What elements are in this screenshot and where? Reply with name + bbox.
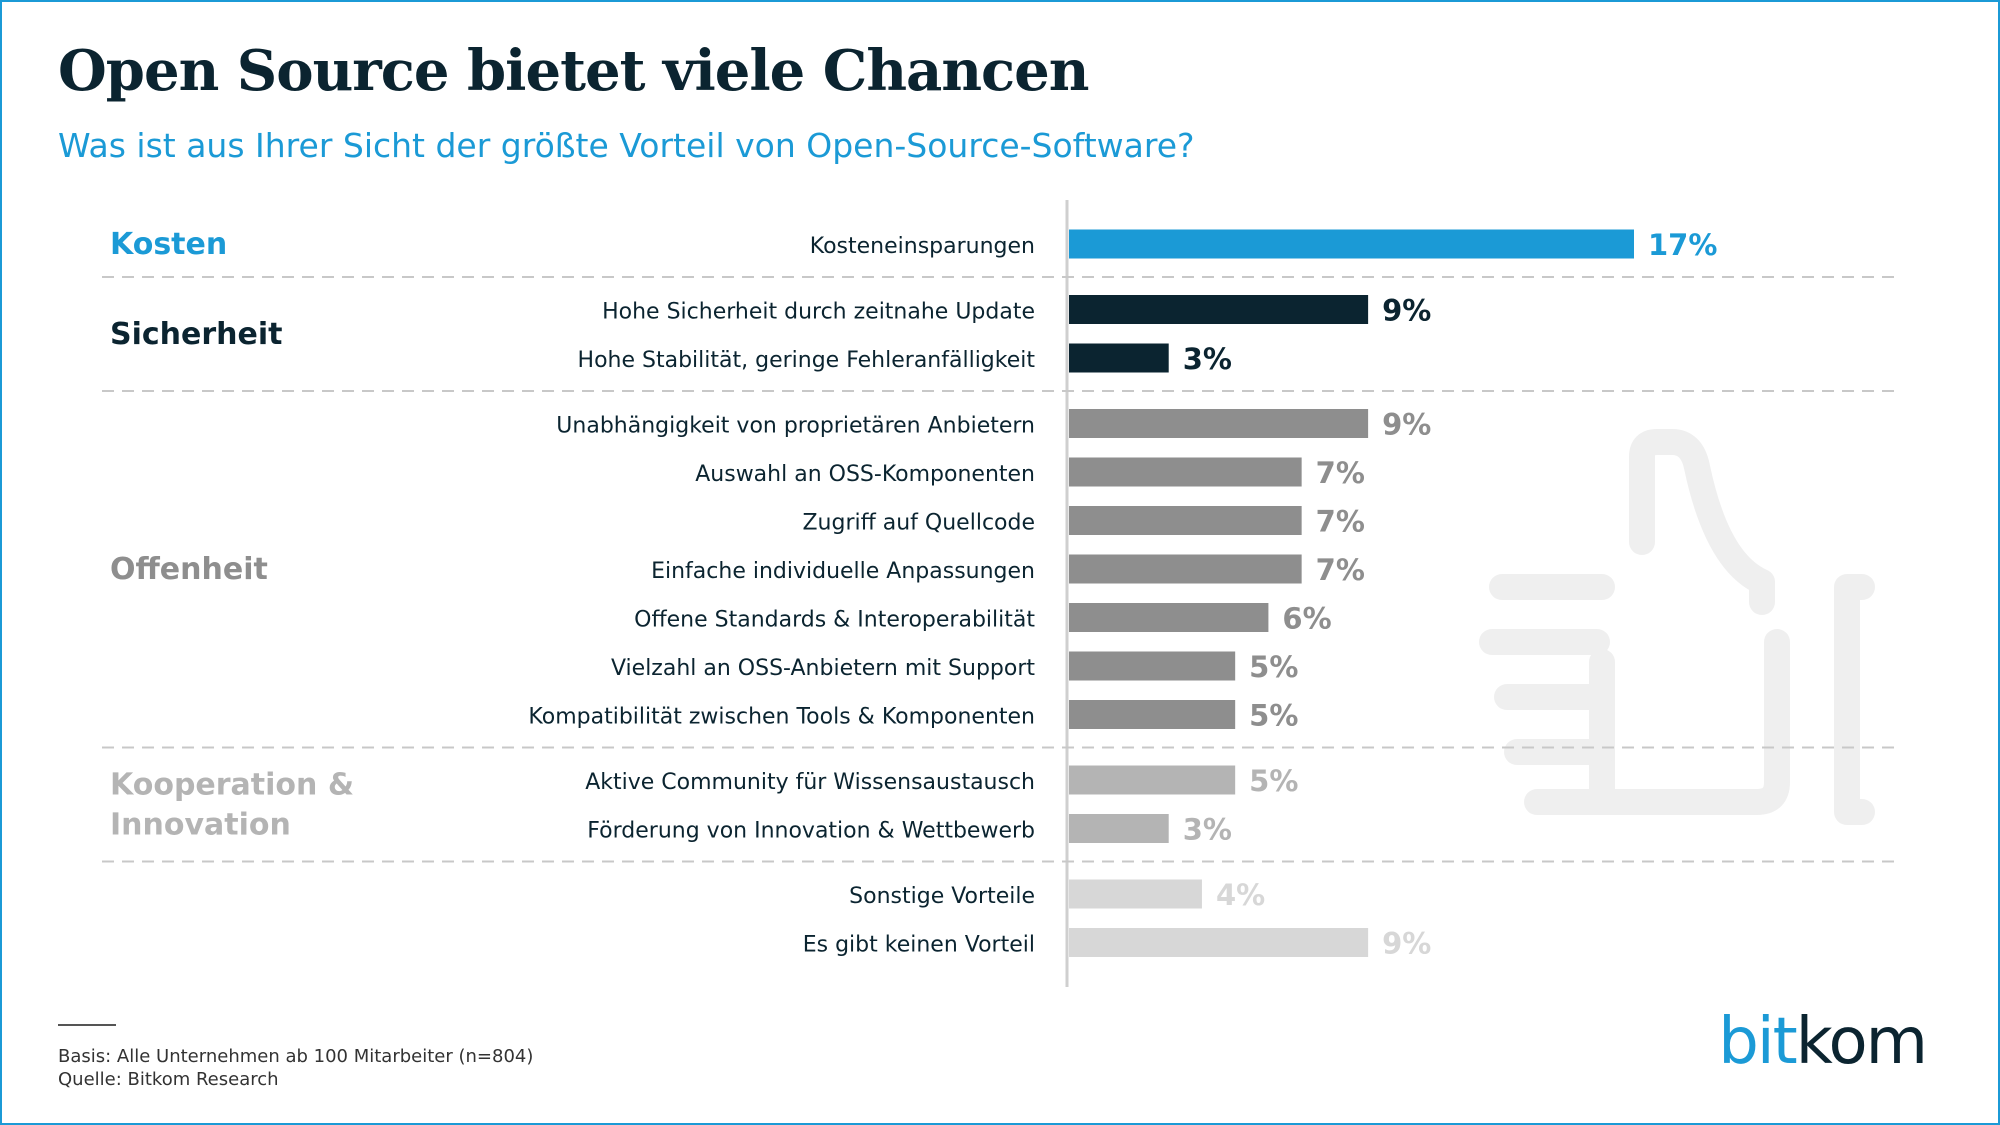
bar <box>1069 554 1302 584</box>
bar-value-label: 5% <box>1249 699 1298 733</box>
bar-chart: Kosteneinsparungen 17% Kosten Hohe Sicherhe… <box>102 200 1900 987</box>
group-label: Sicherheit <box>110 317 283 352</box>
bitkom-logo: bitkom <box>1718 1010 1928 1074</box>
bar-value-label: 7% <box>1316 505 1365 539</box>
bar <box>1069 651 1236 681</box>
bar-label: Kompatibilität zwischen Tools & Komponen… <box>528 705 1035 730</box>
page-title: Open Source bietet viele Chancen <box>58 38 1089 104</box>
group-label: Kooperation & <box>110 767 354 802</box>
bar-value-label: 17% <box>1648 228 1717 262</box>
bar-label: Förderung von Innovation & Wettbewerb <box>587 819 1035 844</box>
footer-divider <box>58 1024 116 1026</box>
bar <box>1069 814 1169 843</box>
bar <box>1069 700 1236 729</box>
bar-label: Auswahl an OSS-Komponenten <box>695 462 1035 487</box>
bar <box>1069 457 1302 487</box>
group-label: Kosten <box>110 227 227 262</box>
bar-value-label: 5% <box>1249 650 1298 684</box>
bar-label: Einfache individuelle Anpassungen <box>651 559 1035 584</box>
bar-value-label: 6% <box>1282 602 1331 636</box>
footer-source: Quelle: Bitkom Research <box>58 1069 279 1090</box>
bar <box>1069 928 1369 957</box>
bar <box>1069 295 1369 324</box>
bar-label: Zugriff auf Quellcode <box>802 511 1035 536</box>
bar-label: Hohe Sicherheit durch zeitnahe Update <box>602 300 1035 325</box>
logo-part-kom: kom <box>1795 1005 1928 1079</box>
bar-label: Kosteneinsparungen <box>810 234 1035 259</box>
bar-label: Hohe Stabilität, geringe Fehleranfälligk… <box>578 348 1036 373</box>
group-label: Innovation <box>110 807 291 842</box>
page-subtitle: Was ist aus Ihrer Sicht der größte Vorte… <box>58 126 1195 165</box>
bar-value-label: 3% <box>1183 342 1232 376</box>
footer-basis: Basis: Alle Unternehmen ab 100 Mitarbeit… <box>58 1046 534 1067</box>
bar-value-label: 3% <box>1183 813 1232 847</box>
bar-label: Offene Standards & Interoperabilität <box>634 608 1035 633</box>
bar-value-label: 7% <box>1316 456 1365 490</box>
bar-value-label: 5% <box>1249 764 1298 798</box>
bar <box>1069 229 1634 259</box>
bar <box>1069 506 1302 535</box>
bar-label: Es gibt keinen Vorteil <box>803 933 1035 958</box>
bar-label: Vielzahl an OSS-Anbietern mit Support <box>611 656 1035 681</box>
bar-label: Sonstige Vorteile <box>849 884 1035 909</box>
logo-part-bit: bit <box>1718 1005 1797 1079</box>
bar <box>1069 765 1236 795</box>
bar-label: Unabhängigkeit von proprietären Anbieter… <box>556 414 1035 439</box>
thumbs-up-icon <box>1479 429 1875 825</box>
bar <box>1069 409 1369 438</box>
bar-value-label: 9% <box>1382 294 1431 328</box>
bar-value-label: 4% <box>1216 878 1265 912</box>
bar-label: Aktive Community für Wissensaustausch <box>585 770 1035 795</box>
bar-value-label: 9% <box>1382 927 1431 961</box>
bar-value-label: 7% <box>1316 553 1365 587</box>
group-label: Offenheit <box>110 552 268 587</box>
bar <box>1069 603 1269 632</box>
bar <box>1069 879 1202 909</box>
bar <box>1069 343 1169 373</box>
bar-value-label: 9% <box>1382 408 1431 442</box>
